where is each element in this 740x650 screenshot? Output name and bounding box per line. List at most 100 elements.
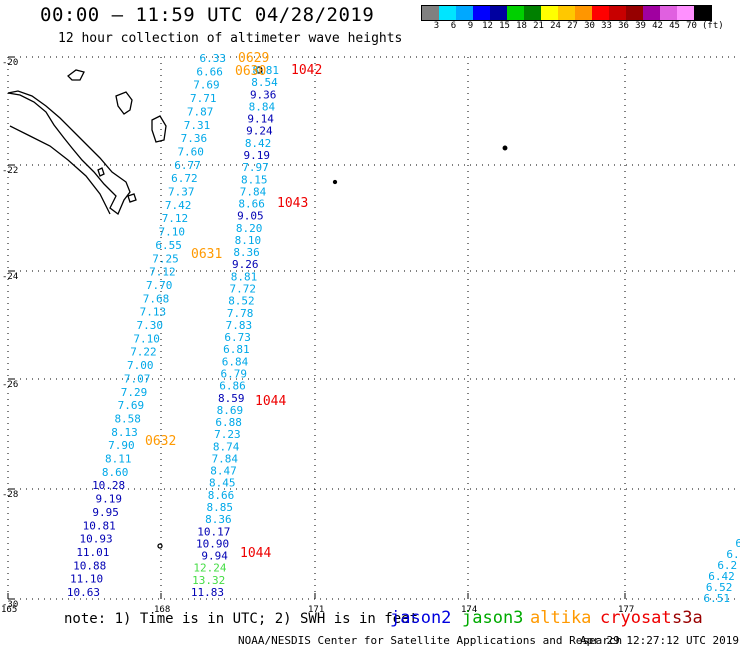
swh-value-right-track: 8.66: [208, 489, 235, 502]
lat-label: -22: [2, 166, 18, 176]
coastline-loyalty-isle-2: [151, 115, 167, 143]
swh-value-left-track: 6.66: [196, 65, 223, 78]
swh-value-left-track: 7.29: [121, 386, 148, 399]
legend-label: 15: [499, 21, 510, 31]
swh-value-left-track: 7.07: [124, 372, 151, 385]
coastline-islet-a: [97, 167, 105, 177]
coastline-north-isle: [67, 69, 85, 81]
swh-value-left-track: 9.95: [92, 506, 119, 519]
swh-value-right-track: 13.32: [192, 574, 225, 587]
swh-value-left-track: 7.30: [137, 319, 164, 332]
lat-label: -28: [2, 490, 18, 500]
swh-value-right-track: 9.94: [201, 550, 228, 563]
swh-value-right-track: 10.17: [197, 525, 230, 538]
coastline-isle-of-pines: [127, 193, 137, 203]
swh-value-left-track: 7.13: [140, 306, 167, 319]
swh-value-left-track: 10.81: [83, 519, 116, 532]
legend-swatch: [592, 6, 609, 20]
swh-value-right-track: 8.81: [253, 64, 280, 77]
legend-swatch: [643, 6, 660, 20]
legend-swatch: [558, 6, 575, 20]
swh-value-right-track: 8.59: [218, 392, 245, 405]
swh-value-left-track: 7.36: [181, 132, 208, 145]
coastline-new-caledonia: [7, 66, 508, 549]
swh-value-far-track: 6.: [726, 548, 739, 561]
swh-value-right-track: 8.81: [231, 270, 258, 283]
swh-value-right-track: 6.84: [222, 355, 249, 368]
lon-label: 174: [461, 605, 477, 615]
swh-value-left-track: 7.69: [118, 399, 145, 412]
swh-value-right-track: 7.78: [227, 307, 254, 320]
legend-swatch: [575, 6, 592, 20]
pass-time-label: 1044: [240, 546, 271, 561]
color-scale-legend: [421, 5, 712, 21]
swh-value-left-track: 11.01: [76, 546, 109, 559]
swh-value-left-track: 7.10: [159, 226, 186, 239]
swh-value-right-track: 8.54: [251, 76, 278, 89]
swh-value-left-track: 6.55: [155, 239, 182, 252]
swh-value-left-track: 10.63: [67, 586, 100, 599]
swh-value-right-track: 7.23: [214, 428, 241, 441]
swh-value-right-track: 6.79: [221, 367, 248, 380]
swh-value-right-track: 8.36: [205, 513, 232, 526]
island-hunter: [332, 179, 338, 185]
legend-label: 12: [482, 21, 493, 31]
legend-label: 33: [601, 21, 612, 31]
legend-swatch: [456, 6, 473, 20]
island-norfolk-marker: [157, 543, 163, 549]
swh-value-left-track: 7.87: [187, 105, 214, 118]
swh-value-far-track: 6.51: [704, 592, 731, 605]
footer-timestamp: Apr 29 12:27:12 UTC 2019: [580, 634, 739, 647]
pass-time-label: 0630: [235, 64, 266, 79]
pass-time-label: 1043: [277, 196, 308, 211]
coastline-outer-reef: [9, 125, 111, 215]
legend-swatch: [507, 6, 524, 20]
swh-value-left-track: 11.10: [70, 573, 103, 586]
swh-value-left-track: 10.28: [92, 479, 125, 492]
swh-value-right-track: 8.74: [213, 440, 240, 453]
pass-time-label: 0629: [238, 51, 269, 66]
swh-value-right-track: 8.20: [236, 222, 263, 235]
swh-value-right-track: 8.85: [206, 501, 233, 514]
swh-value-left-track: 8.58: [114, 412, 141, 425]
pass-time-label: 1042: [291, 63, 322, 78]
swh-value-right-track: 9.05: [237, 210, 264, 223]
swh-value-right-track: 7.83: [226, 319, 253, 332]
swh-value-left-track: 7.70: [146, 279, 173, 292]
swh-value-left-track: 7.69: [193, 79, 220, 92]
swh-value-right-track: 6.81: [223, 343, 250, 356]
swh-value-left-track: 7.00: [127, 359, 154, 372]
lon-label: 171: [308, 605, 324, 615]
swh-value-right-track: 9.24: [246, 125, 273, 138]
swh-value-far-track: 6.42: [708, 570, 735, 583]
legend-swatch: [626, 6, 643, 20]
legend-label: 27: [567, 21, 578, 31]
swh-value-far-track: 6.2: [717, 559, 737, 572]
swh-value-left-track: 7.71: [190, 92, 217, 105]
swh-value-left-track: 7.22: [130, 346, 157, 359]
swh-value-right-track: 7.84: [240, 185, 267, 198]
swh-value-right-track: 8.52: [228, 295, 255, 308]
legend-swatch: [524, 6, 541, 20]
swh-value-right-track: 12.24: [193, 562, 226, 575]
satellite-legend-jason2: jason2: [390, 608, 452, 628]
swh-value-left-track: 7.12: [162, 212, 189, 225]
track-start-marker: [255, 66, 263, 74]
satellite-legend-s3a: s3a: [672, 608, 703, 628]
swh-value-right-track: 6.86: [219, 380, 246, 393]
legend-unit: (ft): [702, 21, 724, 31]
swh-value-right-track: 8.42: [245, 137, 272, 150]
swh-value-right-track: 8.69: [217, 404, 244, 417]
swh-value-left-track: 7.10: [133, 332, 160, 345]
legend-label: 21: [533, 21, 544, 31]
coastline-loyalty-isle-1: [115, 91, 133, 115]
swh-value-left-track: 7.37: [168, 186, 195, 199]
coastline-main-island: [7, 90, 131, 216]
swh-value-far-track: 6: [735, 537, 740, 550]
legend-swatch: [677, 6, 694, 20]
legend-label: 45: [669, 21, 680, 31]
swh-value-right-track: 8.36: [233, 246, 260, 259]
swh-value-left-track: 6.72: [171, 172, 198, 185]
lon-label: 177: [618, 605, 634, 615]
